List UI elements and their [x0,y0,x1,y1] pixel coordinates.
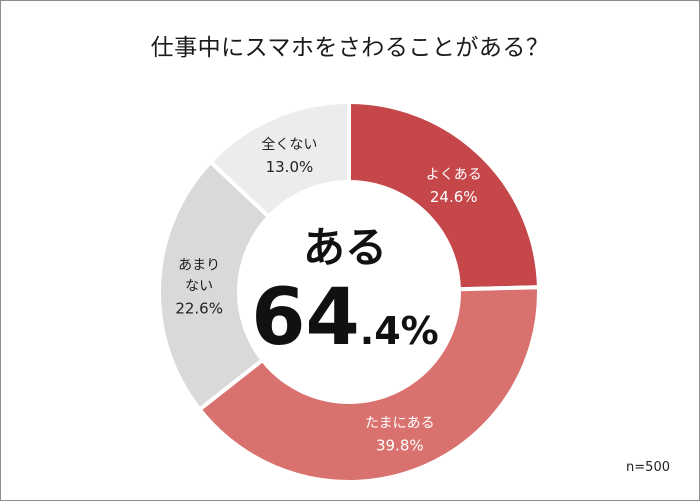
slice-percentage: 22.6% [175,299,223,317]
center-value: 64.4% [251,273,439,363]
slice-label: あまり [178,257,220,273]
slice-percentage: 24.6% [430,188,478,206]
slice-label: よくある [426,167,482,183]
slice-label: たまにある [365,416,435,432]
chart-title: 仕事中にスマホをさわることがある？ [150,35,550,61]
donut-slices [157,99,541,484]
slice-percentage: 13.0% [266,158,314,176]
donut-slice [157,159,272,413]
slice-percentage: 39.8% [376,437,424,455]
center-summary: ある 64.4% [251,223,439,363]
sample-size: n=500 [626,460,670,475]
donut-slice [347,99,541,292]
center-value-decimal: .4% [360,309,439,353]
center-value-main: 64 [251,273,360,363]
donut-slice [207,99,351,220]
slice-label: ない [185,278,213,294]
slice-label: 全くない [261,136,317,153]
center-label: ある [303,223,387,272]
donut-slice [196,285,541,484]
